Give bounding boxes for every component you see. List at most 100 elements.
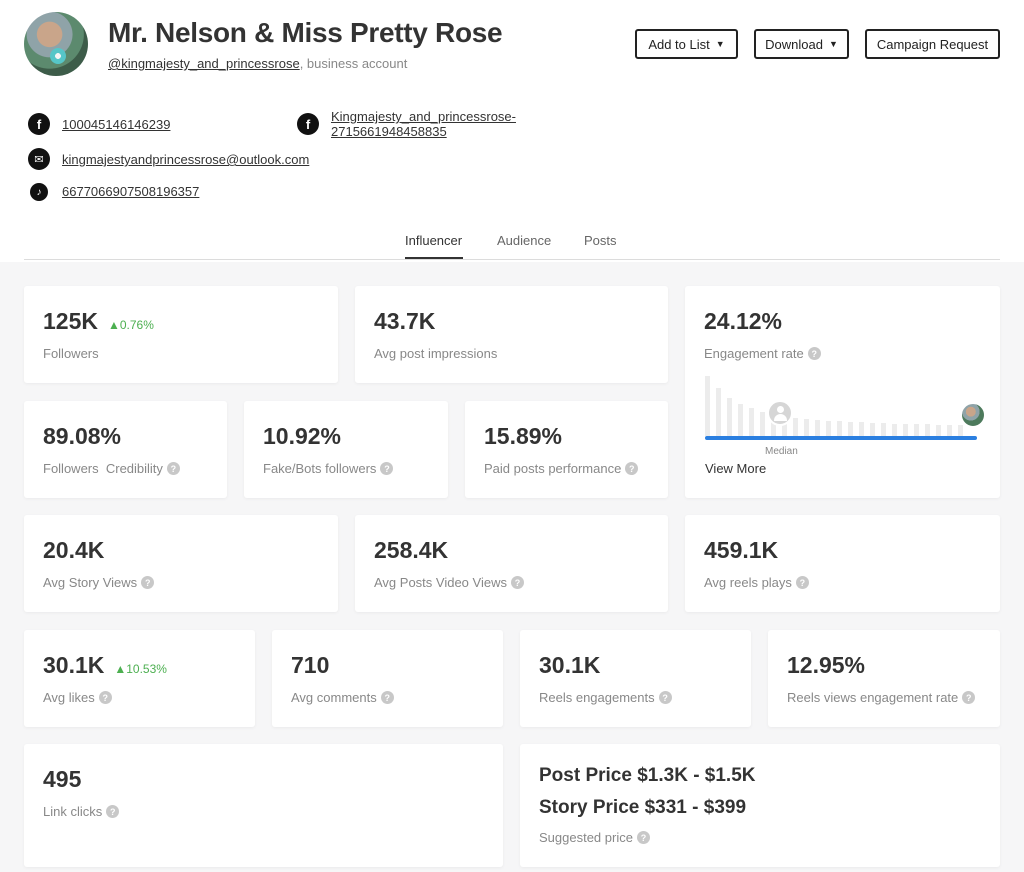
avg-reels-plays-card: 459.1K Avg reels plays? (685, 515, 1000, 612)
tab-audience[interactable]: Audience (497, 233, 552, 248)
help-icon[interactable]: ? (380, 462, 394, 475)
distribution-bar (760, 412, 765, 436)
help-icon[interactable]: ? (658, 691, 672, 704)
avg-post-impressions-card: 43.7K Avg post impressions (355, 286, 668, 383)
distribution-bar (738, 404, 743, 436)
reels-views-engagement-rate-label: Reels views engagement rate? (787, 690, 976, 705)
distribution-bar (771, 416, 776, 436)
mail-icon: ✉ (28, 148, 50, 170)
help-icon[interactable]: ? (166, 462, 180, 475)
story-price: Story Price $331 - $399 (539, 797, 747, 818)
followers-delta: ▲0.76% (107, 318, 154, 332)
fake-bots-card: 10.92% Fake/Bots followers? (244, 401, 448, 498)
avg-post-impressions-label: Avg post impressions (374, 346, 498, 361)
help-icon[interactable]: ? (636, 831, 650, 844)
post-price: Post Price $1.3K - $1.5K (539, 765, 756, 786)
download-button[interactable]: Download ▼ (754, 29, 849, 59)
distribution-bar (804, 419, 809, 436)
facebook-icon: f (28, 113, 50, 135)
distribution-bar (749, 408, 754, 436)
help-icon[interactable]: ? (625, 462, 639, 475)
help-icon[interactable]: ? (807, 347, 821, 360)
distribution-bar (782, 417, 787, 436)
campaign-request-button[interactable]: Campaign Request (865, 29, 1000, 59)
caret-down-icon: ▼ (828, 39, 838, 49)
distribution-bar (837, 421, 842, 436)
facebook-link-1[interactable]: 100045146146239 (62, 117, 171, 132)
help-icon[interactable]: ? (510, 576, 524, 589)
tab-bar: Influencer Audience Posts (0, 231, 1024, 261)
distribution-bar (892, 424, 897, 436)
reels-engagements-value: 30.1K (539, 652, 601, 678)
email-link[interactable]: kingmajestyandprincessrose@outlook.com (62, 152, 310, 167)
avg-story-views-card: 20.4K Avg Story Views? (24, 515, 338, 612)
profile-handle-link[interactable]: @kingmajesty_and_princessrose (108, 56, 300, 71)
paid-posts-value: 15.89% (484, 423, 563, 449)
engagement-rate-card: 24.12% Engagement rate? Median View More (685, 286, 1000, 498)
avg-comments-label: Avg comments? (291, 690, 394, 705)
distribution-bar (716, 388, 721, 436)
distribution-bar (826, 421, 831, 436)
distribution-bar (793, 418, 798, 436)
avg-posts-video-views-label: Avg Posts Video Views? (374, 575, 524, 590)
fake-bots-value: 10.92% (263, 423, 342, 449)
help-icon[interactable]: ? (795, 576, 809, 589)
avg-comments-card: 710 Avg comments? (272, 630, 503, 727)
followers-value: 125K ▲0.76% (43, 308, 154, 334)
followers-label: Followers (43, 346, 99, 361)
followers-credibility-card: 89.08% Followers Credibility? (24, 401, 227, 498)
avg-story-views-label: Avg Story Views? (43, 575, 155, 590)
fake-bots-label: Fake/Bots followers? (263, 461, 394, 476)
median-user-icon (767, 400, 793, 426)
reels-views-engagement-rate-card: 12.95% Reels views engagement rate? (768, 630, 1000, 727)
add-to-list-button[interactable]: Add to List ▼ (635, 29, 738, 59)
profile-name: Mr. Nelson & Miss Pretty Rose (108, 17, 503, 48)
distribution-bar (936, 425, 941, 436)
help-icon[interactable]: ? (380, 691, 394, 704)
link-clicks-value: 495 (43, 766, 82, 792)
contact-facebook-1: f 100045146146239 (28, 113, 170, 135)
profile-avatar (24, 12, 88, 76)
tiktok-link[interactable]: 6677066907508196357 (62, 184, 200, 199)
avg-posts-video-views-value: 258.4K (374, 537, 449, 563)
suggested-price-card: Post Price $1.3K - $1.5K Story Price $33… (520, 744, 1000, 867)
tab-influencer[interactable]: Influencer (405, 233, 463, 248)
contact-facebook-2: f Kingmajesty_and_princessrose- 271566194… (297, 109, 516, 139)
help-icon[interactable]: ? (98, 691, 112, 704)
distribution-bar (881, 423, 886, 436)
followers-credibility-value: 89.08% (43, 423, 122, 449)
help-icon[interactable]: ? (106, 805, 120, 818)
avg-comments-value: 710 (291, 652, 330, 678)
contact-email: ✉ kingmajestyandprincessrose@outlook.com (28, 148, 309, 170)
reels-views-engagement-rate-value: 12.95% (787, 652, 866, 678)
active-tab-indicator (405, 257, 463, 259)
engagement-distribution-chart (705, 374, 977, 436)
profile-marker-avatar (960, 402, 986, 428)
account-type: , business account (299, 56, 408, 71)
profile-subline: @kingmajesty_and_princessrose, business … (108, 56, 407, 71)
tab-posts[interactable]: Posts (584, 233, 617, 248)
distribution-bar (947, 425, 952, 436)
distribution-bar (958, 425, 963, 436)
link-clicks-label: Link clicks? (43, 804, 120, 819)
distribution-bar (859, 422, 864, 436)
facebook-link-2[interactable]: Kingmajesty_and_princessrose- 27156619484… (331, 109, 516, 139)
median-label: Median (765, 446, 798, 457)
link-clicks-card: 495 Link clicks? (24, 744, 503, 867)
view-more-link[interactable]: View More (705, 461, 767, 476)
distribution-bar (925, 424, 930, 436)
paid-posts-card: 15.89% Paid posts performance? (465, 401, 668, 498)
avg-likes-value: 30.1K ▲10.53% (43, 652, 167, 678)
followers-credibility-label: Followers Credibility? (43, 461, 180, 476)
avg-likes-delta: ▲10.53% (114, 662, 167, 676)
help-icon[interactable]: ? (141, 576, 155, 589)
help-icon[interactable]: ? (962, 691, 976, 704)
engagement-rate-label: Engagement rate? (704, 346, 821, 361)
paid-posts-label: Paid posts performance? (484, 461, 639, 476)
avg-reels-plays-value: 459.1K (704, 537, 779, 563)
distribution-bar (705, 376, 710, 436)
facebook-icon: f (297, 113, 319, 135)
suggested-price-label: Suggested price? (539, 830, 650, 845)
avg-likes-card: 30.1K ▲10.53% Avg likes? (24, 630, 255, 727)
distribution-bar (870, 423, 875, 436)
